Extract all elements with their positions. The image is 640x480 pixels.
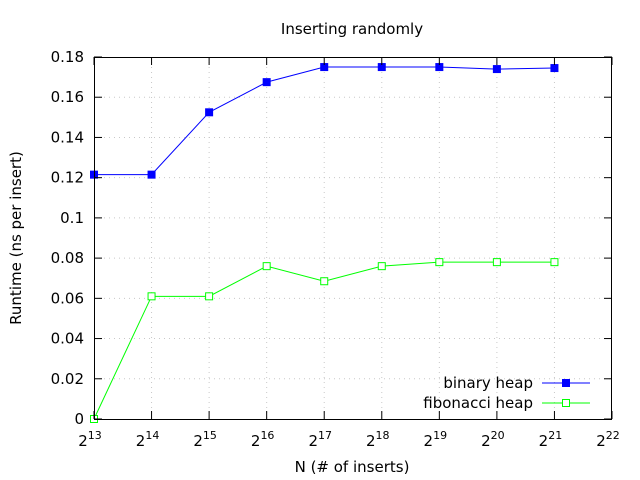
data-point <box>492 258 501 267</box>
plot-series <box>90 63 559 423</box>
legend-marker <box>562 379 570 387</box>
x-tick-label: 221 <box>539 429 563 450</box>
chart-title: Inserting randomly <box>281 20 423 38</box>
x-tick-label: 217 <box>308 429 332 450</box>
y-tick-label: 0.1 <box>60 209 84 227</box>
data-point <box>205 292 214 301</box>
data-point <box>492 65 501 74</box>
x-tick-exponent: 19 <box>433 429 447 442</box>
y-tick-label: 0.04 <box>51 330 84 348</box>
x-tick-base: 2 <box>596 432 606 450</box>
x-tick-base: 2 <box>251 432 261 450</box>
y-tick-label: 0.16 <box>51 88 84 106</box>
y-tick-label: 0.06 <box>51 289 84 307</box>
legend-item: fibonacci heap <box>423 394 590 412</box>
data-point <box>147 170 156 179</box>
x-tick-label: 215 <box>193 429 217 450</box>
series-line <box>94 66 555 176</box>
x-tick-label: 216 <box>251 429 275 450</box>
y-tick-label: 0.14 <box>51 128 84 146</box>
legend-marker <box>562 399 570 407</box>
data-point <box>262 262 271 271</box>
x-tick-exponent: 14 <box>145 429 159 442</box>
series-binary-heap <box>90 63 559 179</box>
y-axis-title: Runtime (ns per insert) <box>7 151 25 325</box>
x-tick-exponent: 13 <box>88 429 102 442</box>
x-axis-title: N (# of inserts) <box>295 458 410 476</box>
x-tick-exponent: 22 <box>606 429 620 442</box>
x-tick-label: 218 <box>366 429 390 450</box>
x-tick-exponent: 21 <box>548 429 562 442</box>
legend: binary heap fibonacci heap <box>423 374 590 412</box>
data-point <box>435 258 444 267</box>
x-tick-base: 2 <box>366 432 376 450</box>
y-tick-label: 0 <box>74 410 84 428</box>
x-tick-label: 214 <box>136 429 160 450</box>
data-point <box>320 277 329 286</box>
x-tick-exponent: 18 <box>376 429 390 442</box>
series-fibonacci-heap <box>90 258 559 423</box>
x-tick-base: 2 <box>539 432 549 450</box>
data-point <box>377 262 386 271</box>
x-tick-base: 2 <box>424 432 434 450</box>
legend-label: fibonacci heap <box>423 394 533 412</box>
x-tick-base: 2 <box>136 432 146 450</box>
x-tick-exponent: 15 <box>203 429 217 442</box>
data-point <box>147 292 156 301</box>
y-tick-label: 0.02 <box>51 370 84 388</box>
legend-label: binary heap <box>443 374 533 392</box>
y-tick-label: 0.12 <box>51 169 84 187</box>
y-tick-label: 0.08 <box>51 249 84 267</box>
x-tick-label: 213 <box>78 429 102 450</box>
grid <box>94 57 612 419</box>
x-tick-base: 2 <box>481 432 491 450</box>
x-tick-label: 220 <box>481 429 505 450</box>
x-tick-label: 222 <box>596 429 620 450</box>
y-tick-label: 0.18 <box>51 48 84 66</box>
data-point <box>550 64 559 73</box>
x-tick-exponent: 20 <box>491 429 505 442</box>
x-tick-exponent: 17 <box>318 429 332 442</box>
x-tick-base: 2 <box>193 432 203 450</box>
data-point <box>205 108 214 117</box>
plot-frame <box>94 57 612 420</box>
data-point <box>262 78 271 87</box>
x-tick-exponent: 16 <box>260 429 274 442</box>
x-tick-base: 2 <box>78 432 88 450</box>
data-point <box>550 258 559 267</box>
x-tick-base: 2 <box>308 432 318 450</box>
legend-item: binary heap <box>443 374 590 392</box>
x-tick-label: 219 <box>424 429 448 450</box>
